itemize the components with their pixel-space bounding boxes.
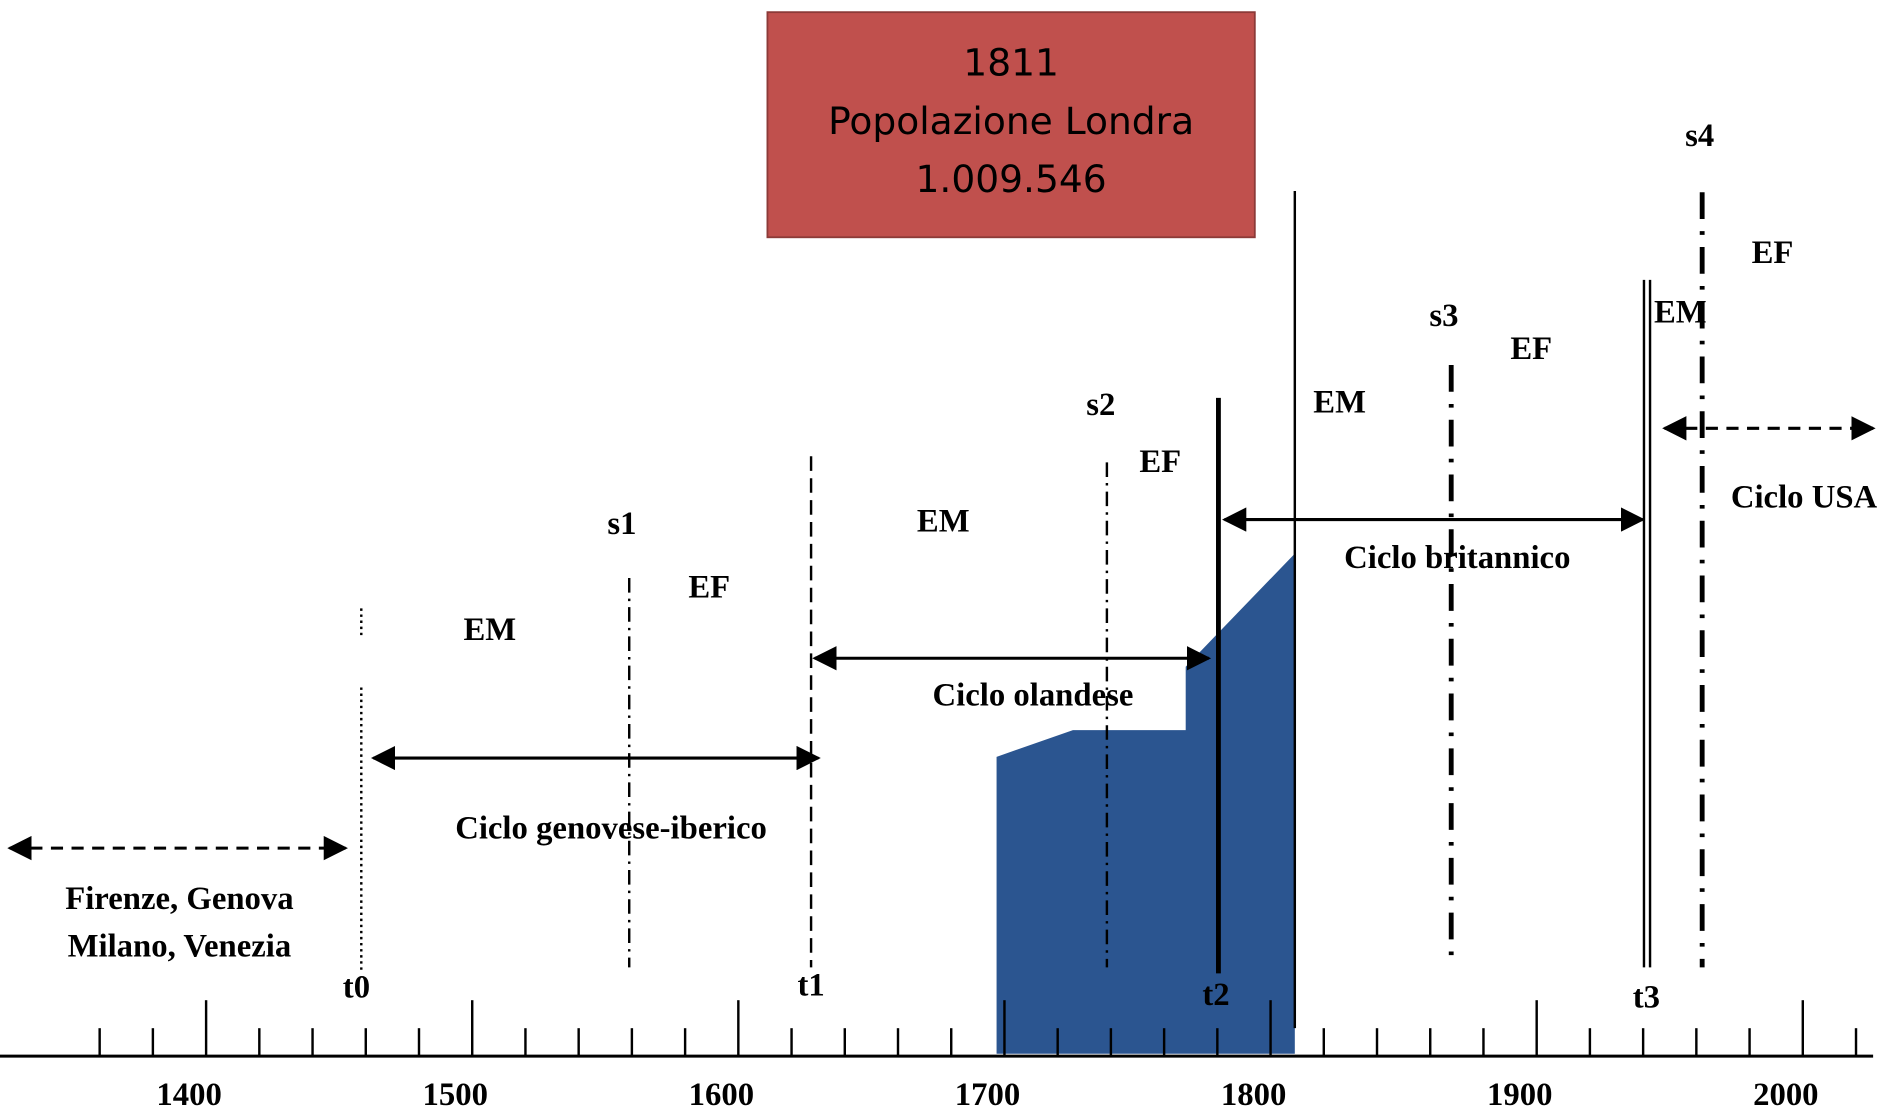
phase-label: EF (1510, 331, 1552, 367)
phase-label: EF (1752, 235, 1794, 271)
phase-label: EM (917, 504, 970, 540)
axis-label: 2000 (1753, 1077, 1818, 1113)
cycle-label: Ciclo genovese-iberico (455, 810, 767, 846)
marker-label: t2 (1202, 977, 1229, 1013)
axis-label: 1800 (1221, 1077, 1286, 1113)
divider-lines (360, 191, 1705, 1029)
info-box (766, 11, 1256, 239)
cycle-arrows (7, 416, 1876, 861)
axis-label: 1600 (689, 1077, 754, 1113)
box-line: 1.009.546 (916, 157, 1107, 201)
axis-label: 1500 (423, 1077, 488, 1113)
phase-label: EF (688, 569, 730, 605)
axis-label: 1400 (156, 1077, 221, 1113)
cycle-label: Firenze, Genova (65, 881, 293, 917)
box-line: Popolazione Londra (828, 99, 1194, 143)
axis-label: 1900 (1487, 1077, 1552, 1113)
axis-label: 1700 (955, 1077, 1020, 1113)
london-population-area (996, 553, 1295, 1054)
phase-label: EM (463, 612, 516, 648)
marker-label: t1 (797, 967, 824, 1003)
box-line: 1811 (963, 40, 1059, 84)
cycle-label: Ciclo britannico (1344, 540, 1570, 576)
marker-label: s4 (1685, 118, 1714, 154)
cycle-label: Ciclo olandese (933, 678, 1134, 714)
marker-label: s2 (1086, 387, 1115, 423)
phase-label: EM (1313, 384, 1366, 420)
marker-label: t3 (1633, 979, 1660, 1015)
marker-label: t0 (343, 970, 370, 1006)
phase-label: EM (1654, 294, 1707, 330)
phase-label: EF (1139, 444, 1181, 480)
cycle-label: Ciclo USA (1731, 479, 1878, 515)
cycle-label: Milano, Venezia (68, 928, 292, 964)
marker-label: s3 (1429, 298, 1458, 334)
marker-label: s1 (607, 506, 636, 542)
